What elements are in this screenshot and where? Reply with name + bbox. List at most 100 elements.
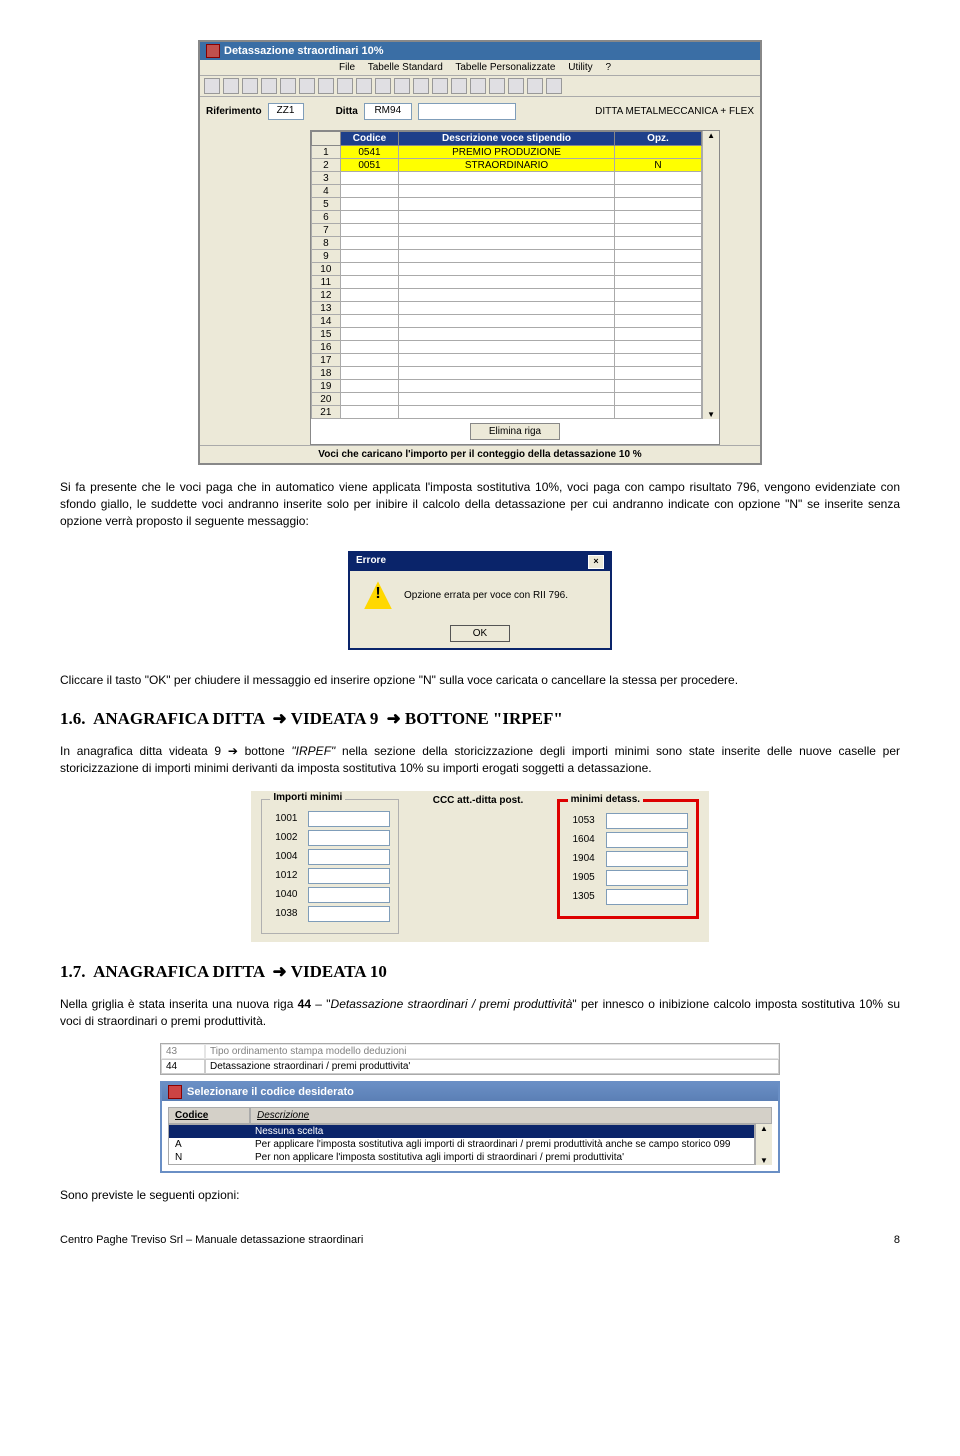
field-input[interactable] [606, 851, 688, 867]
table-row[interactable]: 10541PREMIO PRODUZIONE [312, 146, 702, 159]
tb-15[interactable] [470, 78, 486, 94]
field-input[interactable] [308, 868, 390, 884]
ditta-code-input[interactable]: RM94 [364, 103, 412, 120]
tb-11[interactable] [394, 78, 410, 94]
ok-button[interactable]: OK [450, 625, 510, 642]
tb-18[interactable] [527, 78, 543, 94]
menu-utility[interactable]: Utility [568, 62, 592, 73]
table-row[interactable]: 14 [312, 315, 702, 328]
menu-help[interactable]: ? [605, 62, 611, 73]
table-row[interactable]: 13 [312, 302, 702, 315]
table-row[interactable]: 4 [312, 185, 702, 198]
tb-4[interactable] [261, 78, 277, 94]
field-input[interactable] [606, 813, 688, 829]
grid-scrollbar[interactable]: ▲▼ [702, 131, 719, 419]
tb-8[interactable] [337, 78, 353, 94]
importi-panel: Importi minimi 100110021004101210401038 … [251, 791, 708, 942]
table-row[interactable]: 12 [312, 289, 702, 302]
err-title: Errore [356, 555, 386, 569]
grid-table[interactable]: Codice Descrizione voce stipendio Opz. 1… [311, 131, 702, 419]
section-1-7: 1.7. ANAGRAFICA DITTA VIDEATA 10 [60, 962, 900, 982]
sel-icon [168, 1085, 182, 1099]
table-row[interactable]: 20 [312, 393, 702, 406]
col-opz: Opz. [614, 132, 701, 146]
tb-1[interactable] [204, 78, 220, 94]
tb-13[interactable] [432, 78, 448, 94]
col-codice: Codice [340, 132, 399, 146]
list-item[interactable]: APer applicare l'imposta sostitutiva agl… [169, 1138, 754, 1151]
table-row[interactable]: 21 [312, 406, 702, 419]
field-label: 1053 [568, 815, 600, 826]
field-input[interactable] [308, 887, 390, 903]
field-label: 1002 [270, 832, 302, 843]
sel-title: Selezionare il codice desiderato [187, 1086, 354, 1098]
tb-12[interactable] [413, 78, 429, 94]
elimina-riga-button[interactable]: Elimina riga [470, 423, 560, 440]
table-row[interactable]: 11 [312, 276, 702, 289]
table-row[interactable]: 19 [312, 380, 702, 393]
tb-7[interactable] [318, 78, 334, 94]
field-label: 1905 [568, 872, 600, 883]
page-footer: Centro Paghe Treviso Srl – Manuale detas… [60, 1234, 900, 1246]
table-row[interactable]: 20051STRAORDINARION [312, 159, 702, 172]
table-row[interactable]: 18 [312, 367, 702, 380]
table-row[interactable]: 7 [312, 224, 702, 237]
list-body[interactable]: Nessuna sceltaAPer applicare l'imposta s… [168, 1124, 755, 1165]
field-label: 1305 [568, 891, 600, 902]
grid: Codice Descrizione voce stipendio Opz. 1… [310, 130, 720, 445]
field-input[interactable] [606, 870, 688, 886]
tb-5[interactable] [280, 78, 296, 94]
flat-desc[interactable]: Detassazione straordinari / premi produt… [205, 1059, 779, 1074]
tb-14[interactable] [451, 78, 467, 94]
tb-3[interactable] [242, 78, 258, 94]
table-row[interactable]: 17 [312, 354, 702, 367]
col-desc: Descrizione voce stipendio [399, 132, 615, 146]
listbox: Codice Descrizione Nessuna sceltaAPer ap… [168, 1107, 772, 1165]
field-input[interactable] [606, 832, 688, 848]
list-col-desc[interactable]: Descrizione [250, 1107, 772, 1124]
list-scrollbar[interactable]: ▲▼ [755, 1124, 772, 1165]
table-row[interactable]: 9 [312, 250, 702, 263]
tb-6[interactable] [299, 78, 315, 94]
app-title: Detassazione straordinari 10% [224, 45, 384, 57]
section-1-6: 1.6. ANAGRAFICA DITTA VIDEATA 9 BOTTONE … [60, 709, 900, 729]
table-row[interactable]: 3 [312, 172, 702, 185]
menu-tab-std[interactable]: Tabelle Standard [368, 62, 443, 73]
list-item[interactable]: NPer non applicare l'imposta sostitutiva… [169, 1151, 754, 1164]
menu-file[interactable]: File [339, 62, 355, 73]
app-titlebar: Detassazione straordinari 10% [200, 42, 760, 60]
app-icon [206, 44, 220, 58]
table-row[interactable]: 6 [312, 211, 702, 224]
tb-17[interactable] [508, 78, 524, 94]
tb-19[interactable] [546, 78, 562, 94]
field-input[interactable] [308, 830, 390, 846]
table-row[interactable]: 15 [312, 328, 702, 341]
list-item[interactable]: Nessuna scelta [169, 1125, 754, 1138]
field-input[interactable] [606, 889, 688, 905]
field-input[interactable] [308, 811, 390, 827]
flat-prev-desc[interactable]: Tipo ordinamento stampa modello deduzion… [205, 1044, 779, 1059]
tb-9[interactable] [356, 78, 372, 94]
field-label: 1001 [270, 813, 302, 824]
error-dialog: Errore × Opzione errata per voce con RII… [348, 551, 612, 650]
para-3: In anagrafica ditta videata 9 ➔ bottone … [60, 743, 900, 777]
list-col-code[interactable]: Codice [168, 1107, 250, 1124]
tb-10[interactable] [375, 78, 391, 94]
ditta-blank-input[interactable] [418, 103, 516, 120]
menu-tab-pers[interactable]: Tabelle Personalizzate [455, 62, 555, 73]
field-label: 1904 [568, 853, 600, 864]
table-row[interactable]: 5 [312, 198, 702, 211]
table-row[interactable]: 16 [312, 341, 702, 354]
table-row[interactable]: 8 [312, 237, 702, 250]
field-input[interactable] [308, 906, 390, 922]
flat-code[interactable]: 44 [161, 1059, 205, 1074]
flat-prev-code[interactable]: 43 [161, 1044, 205, 1059]
tb-16[interactable] [489, 78, 505, 94]
err-msg: Opzione errata per voce con RII 796. [404, 590, 568, 601]
grid-caption: Voci che caricano l'importo per il conte… [200, 445, 760, 463]
table-row[interactable]: 10 [312, 263, 702, 276]
riferimento-input[interactable]: ZZ1 [268, 103, 304, 120]
field-input[interactable] [308, 849, 390, 865]
close-icon[interactable]: × [588, 555, 604, 569]
tb-2[interactable] [223, 78, 239, 94]
